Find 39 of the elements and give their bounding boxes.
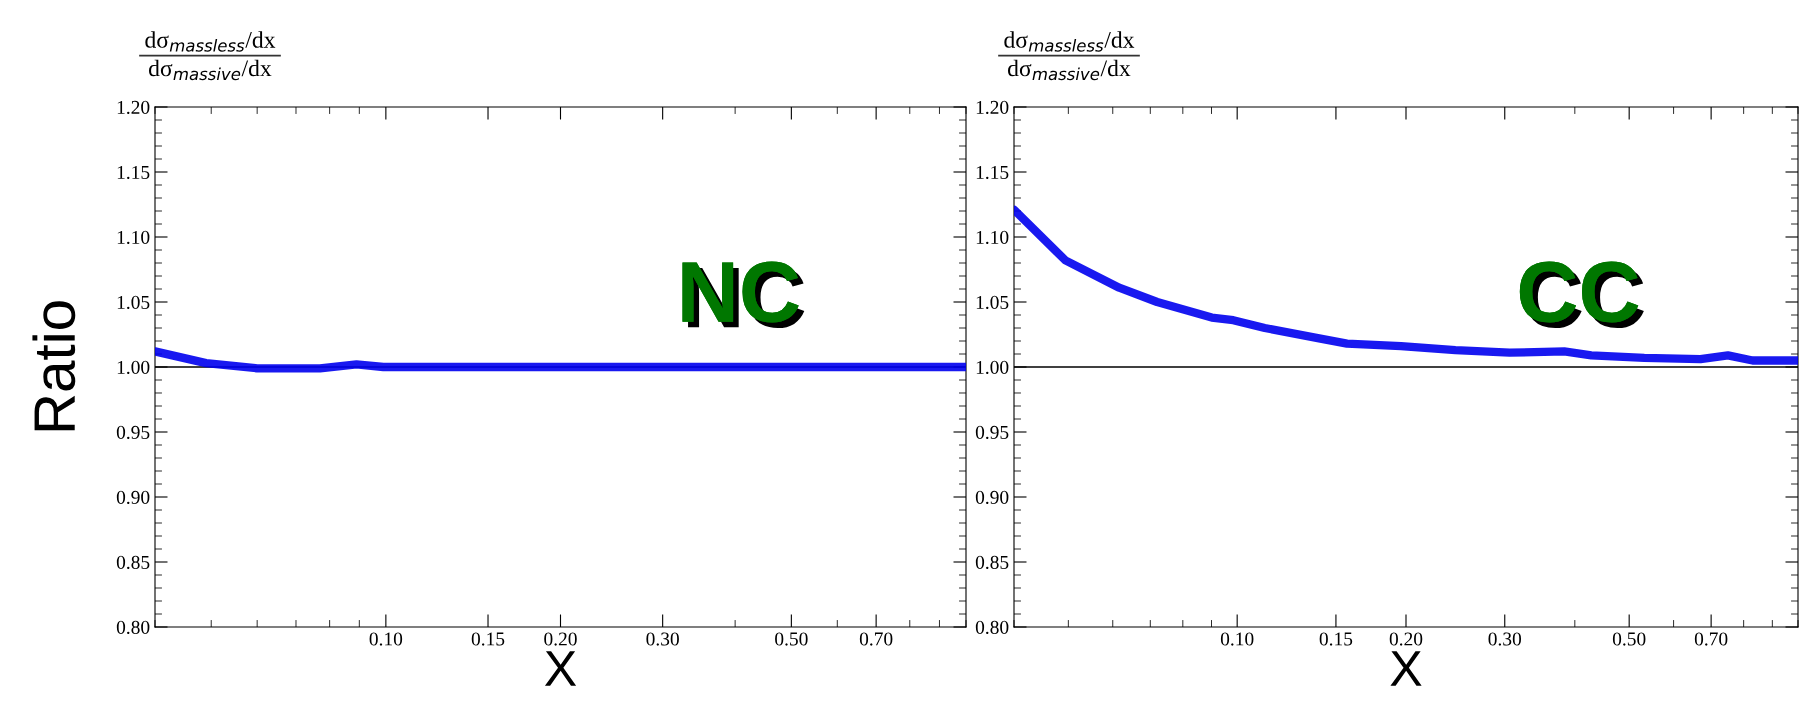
y-tick-label: 1.15 <box>976 165 1009 180</box>
y-tick-label: 1.15 <box>117 165 150 180</box>
x-tick-label: 0.30 <box>646 632 679 646</box>
chart-subtitle: dσ$_{massive}$/dx <box>148 59 272 81</box>
x-tick-label: 0.15 <box>471 632 505 646</box>
y-tick-label: 1.00 <box>976 360 1009 375</box>
x-tick-label: 0.20 <box>1389 632 1423 646</box>
y-tick-label: 1.10 <box>976 230 1009 245</box>
x-axis-title: X <box>544 651 577 686</box>
y-tick-label: 0.80 <box>116 620 150 635</box>
y-tick-label: 0.90 <box>975 490 1009 505</box>
y-tick-label: 0.80 <box>975 620 1009 635</box>
y-tick-label: 0.90 <box>116 490 150 505</box>
y-tick-label: 1.20 <box>117 100 150 115</box>
y-axis-title: Ratio <box>32 301 76 431</box>
y-tick-label: 0.85 <box>975 555 1009 570</box>
annotation: NC <box>682 261 805 329</box>
y-tick-label: 1.00 <box>117 360 150 375</box>
x-tick-label: 0.70 <box>1694 632 1728 646</box>
x-tick-label: 0.70 <box>859 632 893 646</box>
y-tick-label: 0.95 <box>116 425 150 440</box>
y-tick-label: 0.85 <box>116 555 150 570</box>
x-tick-label: 0.50 <box>1612 632 1646 646</box>
annotation: CC <box>1519 261 1644 329</box>
x-tick-label: 0.50 <box>775 632 808 646</box>
y-tick-label: 1.20 <box>976 100 1009 115</box>
x-tick-label: 0.10 <box>1220 632 1254 646</box>
x-tick-label: 0.10 <box>369 632 403 646</box>
chart-subtitle: dσ$_{massive}$/dx <box>1007 59 1131 81</box>
chart-title: dσ$_{massless}$/dx <box>1004 31 1135 52</box>
y-tick-label: 1.05 <box>117 295 150 310</box>
x-tick-label: 0.20 <box>544 632 577 646</box>
y-tick-label: 0.95 <box>975 425 1009 440</box>
chart-title: dσ$_{massless}$/dx <box>145 31 276 52</box>
x-tick-label: 0.30 <box>1488 632 1522 646</box>
x-axis-title: X <box>1390 651 1422 686</box>
x-tick-label: 0.15 <box>1319 632 1353 646</box>
y-tick-label: 1.05 <box>976 295 1009 310</box>
y-tick-label: 1.10 <box>117 230 150 245</box>
